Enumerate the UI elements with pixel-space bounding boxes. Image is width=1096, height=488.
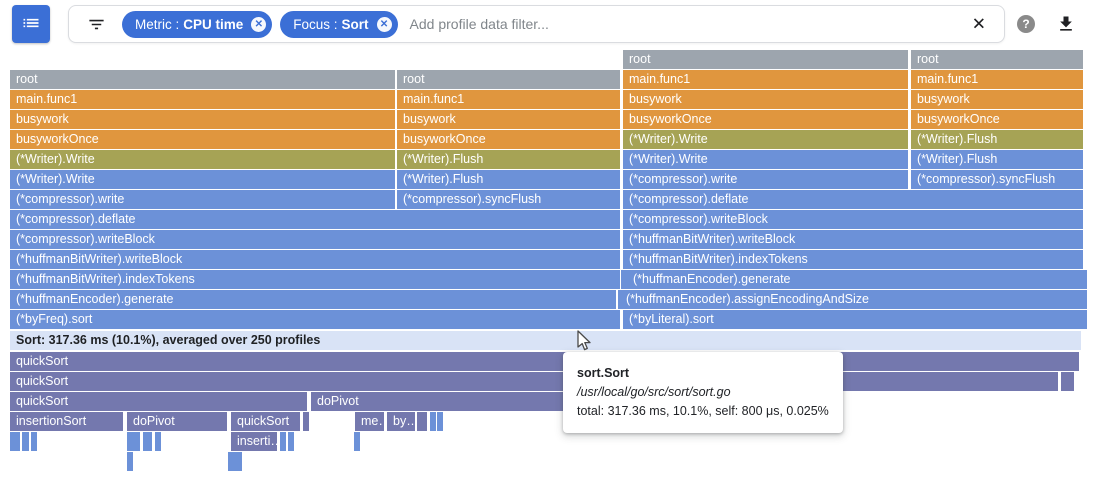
frame-tooltip: sort.Sort /usr/local/go/src/sort/sort.go… — [563, 352, 843, 433]
flame-frame[interactable]: root — [911, 50, 1083, 69]
flame-frame[interactable]: (*Writer).Flush — [397, 170, 620, 189]
chip-label: Focus : — [293, 16, 338, 32]
flame-frame-small[interactable] — [228, 452, 234, 471]
flame-frame[interactable]: (*Writer).Flush — [397, 150, 620, 169]
flame-frame-small[interactable] — [10, 432, 20, 451]
flame-frame[interactable]: main.func1 — [10, 90, 395, 109]
flame-frame[interactable]: busywork — [623, 90, 908, 109]
flame-frame-small[interactable] — [31, 432, 37, 451]
close-circle-icon[interactable]: ✕ — [251, 16, 267, 32]
flame-frame[interactable]: (*huffmanBitWriter).writeBlock — [623, 230, 1083, 249]
flame-frame[interactable]: doPivot — [127, 412, 227, 431]
filter-chips: Metric : CPU time ✕ Focus : Sort ✕ — [122, 10, 398, 38]
flame-frame[interactable]: (*compressor).writeBlock — [10, 230, 620, 249]
flame-frame-small[interactable] — [303, 412, 309, 431]
toolbar: Metric : CPU time ✕ Focus : Sort ✕ Add prof… — [0, 0, 1096, 48]
flame-frame[interactable]: root — [623, 50, 908, 69]
flame-frame[interactable]: quickSort — [10, 392, 307, 411]
flame-frame[interactable]: (*compressor).writeBlock — [623, 210, 1083, 229]
download-button[interactable] — [1054, 13, 1078, 37]
flame-frame[interactable]: (*huffmanBitWriter).writeBlock — [10, 250, 620, 269]
flame-frame[interactable]: (*byFreq).sort — [10, 310, 620, 329]
flame-frame[interactable]: insertionSort — [10, 412, 123, 431]
flame-frame[interactable]: (*Writer).Write — [623, 150, 908, 169]
filter-input-placeholder[interactable]: Add profile data filter... — [409, 16, 549, 32]
flame-frame[interactable]: (*compressor).deflate — [623, 190, 1083, 209]
flame-frame[interactable]: (*Writer).Write — [623, 130, 908, 149]
filter-chip-focus[interactable]: Focus : Sort ✕ — [280, 10, 398, 38]
flame-frame[interactable]: main.func1 — [623, 70, 908, 89]
chip-value: Sort — [341, 16, 369, 32]
flame-frame[interactable]: (*byLiteral).sort — [623, 310, 1087, 329]
flame-frame-small[interactable] — [288, 432, 294, 451]
flame-frame[interactable]: (*huffmanBitWriter).indexTokens — [10, 270, 620, 289]
flame-frame[interactable]: root — [397, 70, 620, 89]
tooltip-source-path: /usr/local/go/src/sort/sort.go — [577, 385, 731, 399]
flame-frame[interactable]: busywork — [397, 110, 620, 129]
flame-frame[interactable]: by… — [387, 412, 415, 431]
profile-filter-bar[interactable]: Metric : CPU time ✕ Focus : Sort ✕ Add prof… — [68, 5, 1005, 43]
filter-chip-metric[interactable]: Metric : CPU time ✕ — [122, 10, 273, 38]
flame-frame[interactable]: busywork — [911, 90, 1083, 109]
flame-frame[interactable]: (*Writer).Write — [10, 150, 395, 169]
flame-frame[interactable]: busyworkOnce — [10, 130, 395, 149]
flame-frame[interactable]: quickSort — [10, 372, 1058, 391]
flame-frame-small[interactable] — [22, 432, 29, 451]
flame-frame[interactable]: (*Writer).Flush — [911, 150, 1083, 169]
tooltip-stats: total: 317.36 ms, 10.1%, self: 800 μs, 0… — [577, 404, 829, 418]
flame-frame-small[interactable] — [280, 432, 286, 451]
close-circle-icon[interactable]: ✕ — [376, 16, 392, 32]
clear-filters-button[interactable]: ✕ — [971, 14, 986, 34]
flame-frame[interactable]: busyworkOnce — [911, 110, 1083, 129]
filter-list-icon — [87, 15, 106, 34]
flame-frame[interactable]: (*Writer).Flush — [911, 130, 1083, 149]
flame-frame[interactable]: busyworkOnce — [623, 110, 908, 129]
list-icon — [21, 13, 41, 36]
flame-frame[interactable]: (*compressor).write — [623, 170, 908, 189]
chip-value: CPU time — [183, 16, 244, 32]
flame-frame-small[interactable] — [430, 412, 436, 431]
flame-frame-small[interactable] — [621, 270, 627, 289]
flame-frame[interactable]: (*huffmanEncoder).generate — [627, 270, 1087, 289]
flame-frame[interactable]: (*huffmanEncoder).assignEncodingAndSize — [620, 290, 1087, 309]
tooltip-function-name: sort.Sort — [577, 366, 630, 380]
help-icon[interactable]: ? — [1017, 15, 1035, 33]
flame-frame[interactable]: me… — [355, 412, 384, 431]
flame-frame-small[interactable] — [127, 452, 133, 471]
flame-frame[interactable]: (*huffmanEncoder).generate — [10, 290, 616, 309]
flame-frame[interactable]: (*compressor).syncFlush — [911, 170, 1083, 189]
flame-frame-small[interactable] — [1061, 372, 1074, 391]
flame-frame[interactable]: quickSort — [10, 352, 1079, 371]
flame-frame[interactable]: busywork — [10, 110, 395, 129]
flame-frame[interactable]: (*compressor).deflate — [10, 210, 620, 229]
flame-frame-small[interactable] — [127, 432, 140, 451]
selected-frame-row[interactable]: Sort: 317.36 ms (10.1%), averaged over 2… — [10, 331, 1081, 350]
flame-frame-small[interactable] — [417, 412, 427, 431]
flame-frame[interactable]: main.func1 — [397, 90, 620, 109]
flame-frame-small[interactable] — [354, 432, 360, 451]
flame-frame[interactable]: root — [10, 70, 395, 89]
menu-list-button[interactable] — [12, 5, 50, 43]
flame-frame[interactable]: busyworkOnce — [397, 130, 620, 149]
flame-frame[interactable]: (*huffmanBitWriter).indexTokens — [623, 250, 1083, 269]
flame-frame-small[interactable] — [234, 452, 242, 471]
flame-frame[interactable]: main.func1 — [911, 70, 1083, 89]
flame-frame-small[interactable] — [437, 412, 443, 431]
flame-frame[interactable]: (*compressor).syncFlush — [397, 190, 620, 209]
flame-frame-small[interactable] — [143, 432, 152, 451]
chip-label: Metric : — [135, 16, 180, 32]
flame-frame[interactable]: inserti… — [231, 432, 277, 451]
flame-frame[interactable]: (*Writer).Write — [10, 170, 395, 189]
flame-frame[interactable]: quickSort — [231, 412, 300, 431]
flame-frame-small[interactable] — [155, 432, 161, 451]
flame-frame[interactable]: (*compressor).write — [10, 190, 395, 209]
download-icon — [1056, 14, 1076, 37]
